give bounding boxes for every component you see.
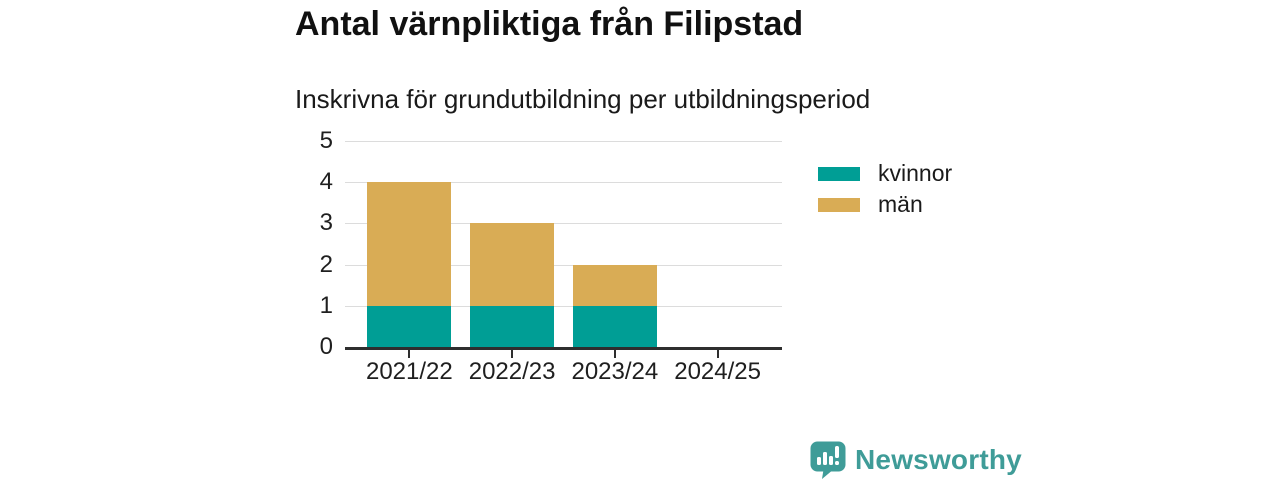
x-axis-tick (613, 350, 616, 358)
chart-title: Antal värnpliktiga från Filipstad (295, 5, 804, 43)
legend: kvinnor män (818, 158, 952, 220)
bar-segment-m-n (367, 182, 452, 306)
gridline (345, 223, 782, 225)
y-axis-tick-label: 4 (319, 168, 333, 196)
y-axis-tick-label: 3 (319, 209, 333, 237)
bar-stack (367, 182, 452, 347)
legend-swatch (818, 197, 860, 212)
x-axis-tick-label: 2022/23 (468, 358, 556, 385)
y-axis: 0 1 2 3 4 5 (245, 0, 333, 480)
bar-group: 2022/23 (461, 142, 564, 385)
x-axis-tick (511, 350, 514, 358)
gridline (345, 182, 782, 184)
bar-group: 2024/25 (666, 142, 769, 385)
bar-groups: 2021/22 2022/23 2023/24 2024/25 (358, 142, 769, 385)
bar-segment-m-n (572, 264, 657, 306)
bar-group: 2023/24 (564, 142, 667, 385)
newsworthy-icon (810, 441, 846, 479)
legend-item: kvinnor (818, 158, 952, 189)
y-axis-tick-label: 5 (319, 127, 333, 154)
bar-segment-kvinnor (367, 305, 452, 347)
gridline (345, 141, 782, 142)
bar-segment-m-n (470, 223, 555, 306)
x-axis-tick-label: 2024/25 (674, 358, 761, 385)
y-axis-tick-label: 1 (319, 291, 333, 319)
x-axis-tick-label: 2023/24 (571, 358, 659, 385)
y-axis-tick-label: 2 (319, 250, 333, 278)
x-axis-tick (716, 350, 719, 358)
newsworthy-wordmark: Newsworthy (855, 444, 1022, 475)
x-axis-tick-label: 2021/22 (365, 358, 453, 385)
bar-group: 2021/22 (358, 142, 461, 385)
gridline (345, 305, 782, 307)
bar-stack (572, 264, 657, 347)
x-axis-line (345, 347, 782, 350)
legend-label: män (878, 191, 923, 217)
legend-label: kvinnor (878, 160, 953, 186)
newsworthy-logo: Newsworthy (810, 441, 1022, 479)
legend-swatch (818, 166, 860, 181)
chart-subtitle: Inskrivna för grundutbildning per utbild… (295, 84, 871, 114)
bar-segment-kvinnor (470, 305, 555, 347)
gridline (345, 264, 782, 266)
legend-item: män (818, 189, 952, 220)
plot-area: 2021/22 2022/23 2023/24 2024/25 (345, 141, 782, 385)
y-axis-tick-label: 0 (319, 333, 333, 360)
bar-segment-kvinnor (572, 305, 657, 347)
x-axis-tick (408, 350, 411, 358)
bar-stack (470, 223, 555, 347)
